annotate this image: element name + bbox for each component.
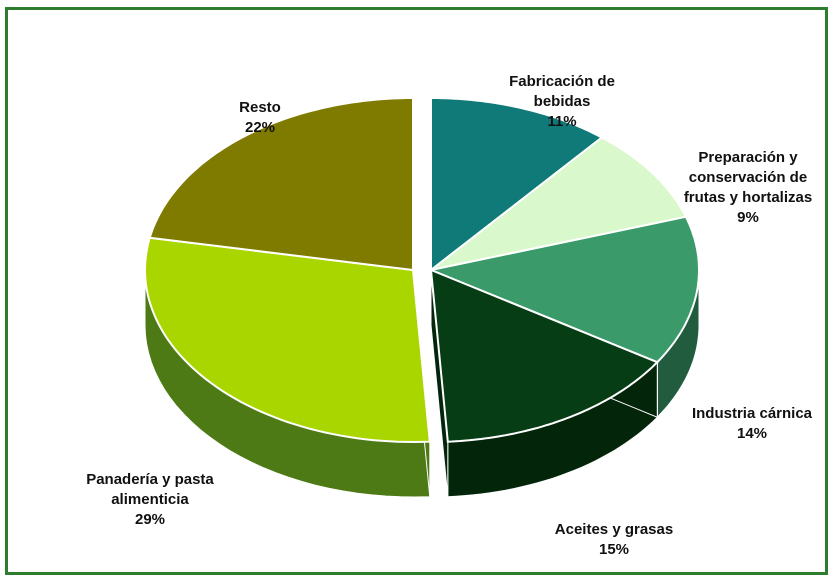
slice-industria-carnica bbox=[427, 215, 700, 364]
label-panaderia-pasta: Panadería y pasta alimenticia 29% bbox=[86, 471, 214, 528]
label-preparacion-frutas: Preparación y conservación de frutas y h… bbox=[683, 149, 813, 226]
label-industria-carnica: Industria cárnica 14% bbox=[691, 405, 813, 442]
slice-aceites-y-grasas bbox=[429, 268, 660, 443]
slice-panaderia-y-pasta bbox=[143, 236, 431, 444]
slice-resto bbox=[148, 97, 414, 272]
label-fabricacion-bebidas: Fabricación de bebidas 11% bbox=[509, 73, 615, 130]
slice-preparacion-y bbox=[430, 136, 688, 271]
slice-fabricacion-de bbox=[430, 97, 604, 273]
label-aceites-grasas: Aceites y grasas 15% bbox=[554, 521, 674, 558]
label-resto: Resto 22% bbox=[239, 99, 281, 136]
